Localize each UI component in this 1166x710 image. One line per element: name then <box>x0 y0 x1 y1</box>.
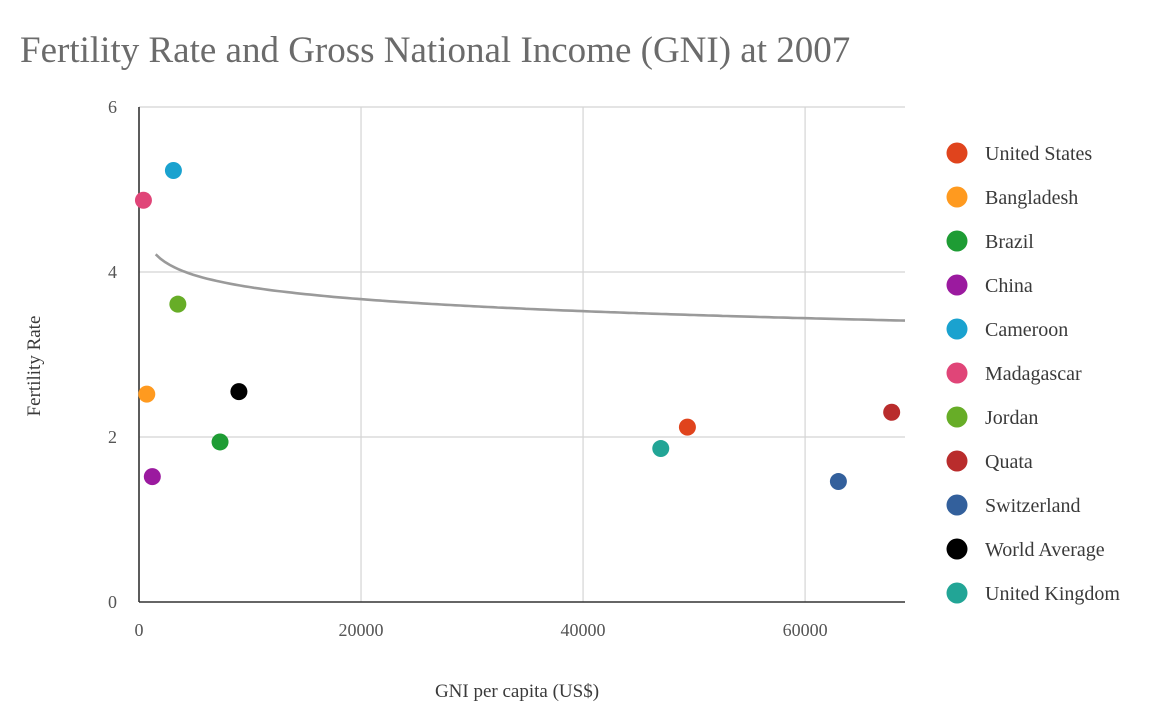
legend-swatch <box>946 362 968 384</box>
y-tick-label: 6 <box>108 97 117 117</box>
legend-label: United States <box>985 143 1092 165</box>
legend-label: Brazil <box>985 231 1034 253</box>
y-axis-title: Fertility Rate <box>24 316 45 417</box>
data-point[interactable] <box>134 191 152 209</box>
legend-swatch <box>946 494 968 516</box>
legend-swatch <box>946 450 968 472</box>
trendline <box>154 253 906 322</box>
legend-label: Bangladesh <box>985 187 1078 209</box>
legend-label: Jordan <box>985 407 1038 429</box>
legend-swatch <box>946 582 968 604</box>
data-points <box>134 162 901 491</box>
legend-label: China <box>985 275 1033 297</box>
legend-swatch <box>946 274 968 296</box>
data-point[interactable] <box>230 383 248 401</box>
data-point[interactable] <box>169 295 187 313</box>
data-point[interactable] <box>164 162 182 180</box>
y-tick-label: 2 <box>108 427 117 447</box>
data-point[interactable] <box>883 403 901 421</box>
chart-title: Fertility Rate and Gross National Income… <box>20 30 850 71</box>
legend-label: Cameroon <box>985 319 1068 341</box>
data-point[interactable] <box>678 418 696 436</box>
legend-label: Madagascar <box>985 363 1082 385</box>
data-point[interactable] <box>143 468 161 486</box>
data-point[interactable] <box>652 440 670 458</box>
legend-label: World Average <box>985 539 1105 561</box>
x-tick-label: 40000 <box>561 620 606 640</box>
gridlines <box>139 106 905 602</box>
y-tick-label: 4 <box>108 262 117 282</box>
x-axis-title: GNI per capita (US$) <box>435 681 599 702</box>
legend-swatch <box>946 538 968 560</box>
trendline-group <box>154 253 906 322</box>
legend-label: United Kingdom <box>985 583 1120 605</box>
data-point[interactable] <box>211 433 229 451</box>
x-tick-label: 60000 <box>783 620 828 640</box>
legend-swatch <box>946 406 968 428</box>
axes: 0 2 4 6 0 20000 40000 60000 <box>108 97 905 640</box>
legend: United States Bangladesh Brazil China Camero… <box>946 142 1120 605</box>
legend-swatch <box>946 142 968 164</box>
data-point[interactable] <box>138 385 156 403</box>
legend-swatch <box>946 230 968 252</box>
x-tick-label: 0 <box>135 620 144 640</box>
y-tick-label: 0 <box>108 592 117 612</box>
legend-swatch <box>946 318 968 340</box>
legend-swatch <box>946 186 968 208</box>
x-tick-label: 20000 <box>339 620 384 640</box>
legend-label: Quata <box>985 451 1033 473</box>
data-point[interactable] <box>829 473 847 491</box>
legend-label: Switzerland <box>985 495 1081 517</box>
